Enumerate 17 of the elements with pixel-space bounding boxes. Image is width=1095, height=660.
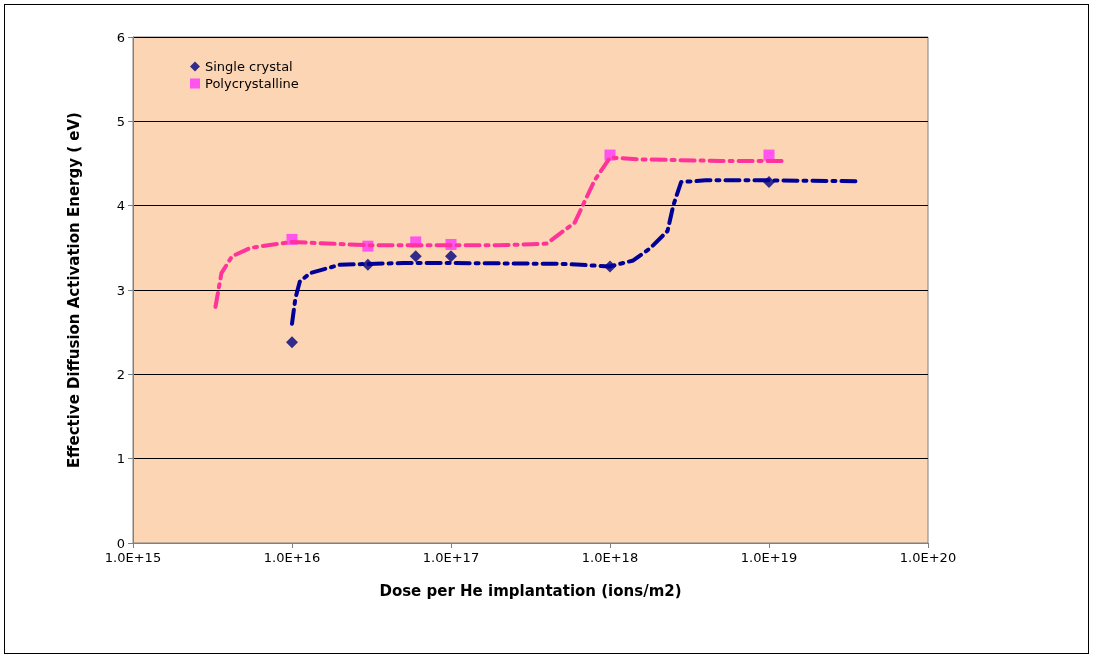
x-tick-label: 1.0E+16 <box>263 550 321 565</box>
x-axis-title: Dose per He implantation (ions/m2) <box>379 581 682 600</box>
legend-label: Single crystal <box>205 59 293 74</box>
y-tick-label: 3 <box>116 282 125 298</box>
x-tick-label: 1.0E+20 <box>899 550 957 565</box>
y-tick-label: 2 <box>116 366 125 382</box>
y-tick-label: 1 <box>116 451 125 467</box>
y-tick-label: 4 <box>116 198 125 214</box>
x-tick-label: 1.0E+19 <box>740 550 798 565</box>
x-tick-label: 1.0E+15 <box>104 550 162 565</box>
legend-label: Polycrystalline <box>205 76 299 91</box>
y-axis-title: Effective Diffusion Activation Energy ( eV) <box>64 112 83 468</box>
x-tick-label: 1.0E+17 <box>422 550 480 565</box>
y-tick-label: 0 <box>116 535 125 551</box>
x-tick-label: 1.0E+18 <box>581 550 639 565</box>
y-tick-label: 6 <box>116 29 125 45</box>
y-tick-label: 5 <box>116 113 125 129</box>
